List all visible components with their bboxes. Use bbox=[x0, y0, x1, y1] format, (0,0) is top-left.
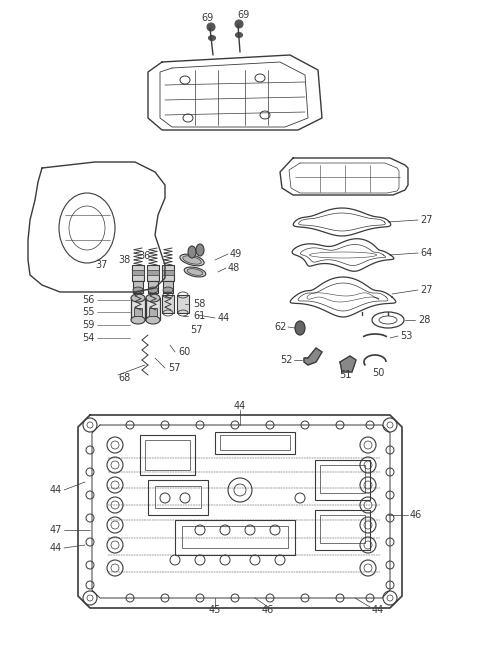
Ellipse shape bbox=[196, 244, 204, 256]
Text: 69: 69 bbox=[237, 10, 249, 20]
Text: 47: 47 bbox=[49, 525, 62, 535]
Bar bbox=[320, 465, 365, 493]
Text: 38: 38 bbox=[118, 255, 130, 265]
Text: 64: 64 bbox=[420, 248, 432, 258]
Bar bbox=[147, 265, 159, 281]
Ellipse shape bbox=[146, 294, 160, 302]
Ellipse shape bbox=[146, 316, 160, 324]
Bar bbox=[148, 480, 208, 515]
Bar bbox=[320, 515, 365, 543]
Ellipse shape bbox=[208, 35, 216, 41]
Bar bbox=[162, 295, 174, 313]
Text: 44: 44 bbox=[50, 543, 62, 553]
Text: 60: 60 bbox=[178, 347, 190, 357]
Ellipse shape bbox=[131, 316, 145, 324]
Bar bbox=[149, 308, 157, 316]
Text: 27: 27 bbox=[420, 215, 432, 225]
Bar bbox=[132, 270, 144, 275]
Bar bbox=[131, 298, 145, 320]
Ellipse shape bbox=[187, 269, 203, 275]
Bar bbox=[182, 526, 288, 548]
Text: 53: 53 bbox=[400, 331, 412, 341]
Text: 61: 61 bbox=[193, 311, 205, 321]
Ellipse shape bbox=[295, 321, 305, 335]
Bar bbox=[163, 281, 173, 293]
Text: 48: 48 bbox=[228, 263, 240, 273]
Bar bbox=[162, 265, 174, 281]
Text: 62: 62 bbox=[275, 322, 287, 332]
Text: 55: 55 bbox=[83, 307, 95, 317]
Text: 44: 44 bbox=[218, 313, 230, 323]
Bar bbox=[147, 270, 159, 275]
Bar bbox=[133, 281, 143, 293]
Bar bbox=[220, 435, 290, 450]
Ellipse shape bbox=[131, 294, 145, 302]
Bar bbox=[148, 281, 158, 293]
Text: 46: 46 bbox=[262, 605, 274, 615]
Ellipse shape bbox=[180, 254, 204, 266]
Text: 59: 59 bbox=[83, 320, 95, 330]
Text: 44: 44 bbox=[234, 401, 246, 411]
Bar bbox=[155, 486, 201, 508]
Text: 58: 58 bbox=[193, 299, 205, 309]
Text: 28: 28 bbox=[418, 315, 431, 325]
Text: 49: 49 bbox=[230, 249, 242, 259]
Text: 44: 44 bbox=[50, 485, 62, 495]
Bar bbox=[134, 308, 142, 316]
Ellipse shape bbox=[148, 287, 158, 293]
Text: 36: 36 bbox=[138, 251, 150, 261]
Ellipse shape bbox=[236, 33, 242, 37]
Bar bbox=[145, 440, 190, 470]
Text: 37: 37 bbox=[95, 260, 108, 270]
Text: 46: 46 bbox=[410, 510, 422, 520]
Ellipse shape bbox=[235, 20, 243, 28]
Bar bbox=[146, 298, 160, 320]
Text: 69: 69 bbox=[202, 13, 214, 23]
Bar bbox=[315, 510, 370, 550]
Ellipse shape bbox=[133, 287, 143, 293]
Text: 44: 44 bbox=[372, 605, 384, 615]
Text: 27: 27 bbox=[420, 285, 432, 295]
Ellipse shape bbox=[207, 23, 215, 31]
Ellipse shape bbox=[183, 256, 201, 264]
Text: 57: 57 bbox=[190, 325, 203, 335]
Ellipse shape bbox=[188, 246, 196, 258]
Text: 51: 51 bbox=[339, 370, 351, 380]
Text: 50: 50 bbox=[372, 368, 384, 378]
Bar bbox=[140, 435, 195, 475]
Polygon shape bbox=[304, 348, 322, 365]
Bar bbox=[132, 265, 144, 281]
Bar bbox=[215, 432, 295, 454]
Bar bbox=[175, 520, 295, 555]
Bar bbox=[177, 295, 189, 313]
Text: 57: 57 bbox=[168, 363, 180, 373]
Text: 45: 45 bbox=[209, 605, 221, 615]
Text: 54: 54 bbox=[83, 333, 95, 343]
Bar bbox=[315, 460, 370, 500]
Text: 68: 68 bbox=[118, 373, 130, 383]
Text: 56: 56 bbox=[83, 295, 95, 305]
Text: 52: 52 bbox=[280, 355, 293, 365]
Bar bbox=[162, 270, 174, 275]
Ellipse shape bbox=[184, 267, 206, 277]
Ellipse shape bbox=[163, 287, 173, 293]
Polygon shape bbox=[340, 356, 356, 372]
